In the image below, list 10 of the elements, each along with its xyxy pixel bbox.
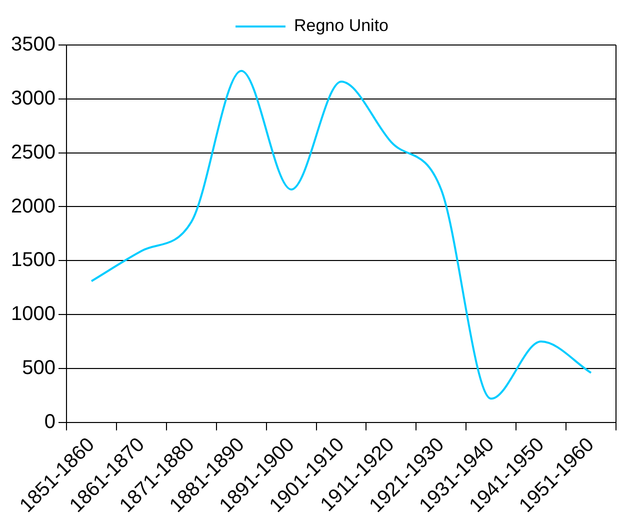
y-tick-label: 2500 <box>10 141 56 164</box>
y-tick-label: 0 <box>44 410 56 433</box>
y-tick-label: 1500 <box>10 249 56 272</box>
y-tick-label: 2000 <box>10 195 56 218</box>
y-tick-label: 3000 <box>10 87 56 110</box>
line-series <box>90 70 592 400</box>
y-tick-label: 500 <box>22 357 56 379</box>
y-tick-label: 1000 <box>10 303 56 326</box>
y-tick-label: 3500 <box>10 34 56 56</box>
legend-label: Regno Unito <box>294 16 389 36</box>
